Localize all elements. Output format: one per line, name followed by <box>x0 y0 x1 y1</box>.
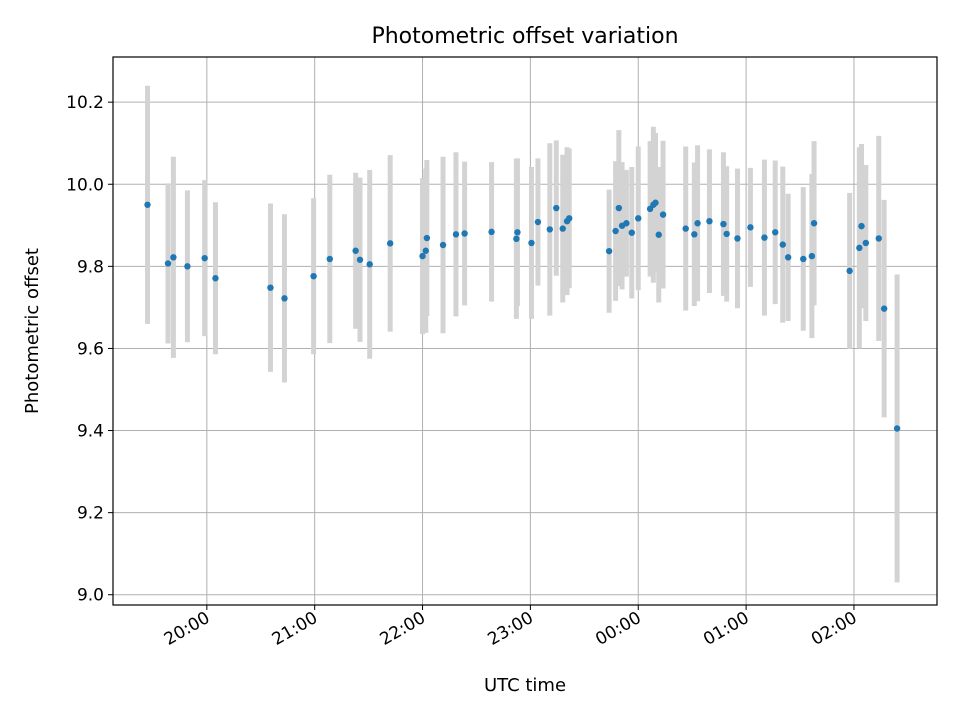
data-point <box>652 199 659 206</box>
data-point <box>846 267 853 275</box>
data-point <box>747 224 754 231</box>
data-point <box>212 275 219 282</box>
data-point <box>655 231 662 238</box>
data-point <box>893 425 901 432</box>
data-point <box>723 230 730 238</box>
y-tick-label: 9.4 <box>77 422 104 442</box>
data-point <box>635 215 642 222</box>
data-point <box>784 254 792 261</box>
data-point <box>682 225 689 232</box>
data-point <box>810 220 818 227</box>
data-point <box>623 220 630 227</box>
data-point <box>326 255 333 263</box>
data-point <box>779 241 786 248</box>
data-point <box>144 201 151 208</box>
data-point <box>659 211 667 218</box>
grid <box>113 57 937 605</box>
data-point <box>628 229 635 236</box>
data-point <box>605 247 613 255</box>
data-point <box>356 256 364 263</box>
y-axis: 9.0 9.2 9.4 9.6 9.8 10.0 10.2 <box>66 93 113 606</box>
data-point <box>691 231 698 238</box>
data-point <box>546 226 554 233</box>
y-tick-label: 10.0 <box>66 175 104 195</box>
data-point <box>170 254 177 261</box>
data-point <box>184 263 191 270</box>
data-point <box>386 240 394 247</box>
y-tick-label: 9.6 <box>77 339 104 359</box>
data-point <box>514 229 521 236</box>
data-point <box>706 217 713 225</box>
data-point <box>461 230 468 237</box>
data-point <box>422 247 429 254</box>
data-point <box>772 229 779 236</box>
data-point <box>488 228 495 236</box>
y-axis-label: Photometric offset <box>22 248 43 414</box>
data-point <box>419 252 426 260</box>
chart-title: Photometric offset variation <box>371 24 678 49</box>
data-point <box>553 204 560 212</box>
data-point <box>201 254 208 262</box>
data-point <box>513 235 520 243</box>
data-point <box>534 218 542 226</box>
data-point <box>856 244 863 252</box>
data-point <box>423 234 431 242</box>
data-point <box>439 241 447 249</box>
data-point <box>267 284 274 291</box>
data-point <box>694 220 701 227</box>
data-point <box>352 247 359 254</box>
y-tick-label: 10.2 <box>66 93 104 113</box>
data-point <box>612 227 619 235</box>
data-point <box>281 295 288 302</box>
data-point <box>862 239 870 247</box>
data-point <box>452 231 460 238</box>
x-axis-label: UTC time <box>484 675 566 696</box>
data-point <box>164 260 172 267</box>
data-point <box>528 239 535 247</box>
plot-frame <box>112 56 938 606</box>
data-point <box>559 225 566 232</box>
data-point <box>800 255 807 263</box>
y-tick-label: 9.0 <box>77 586 104 606</box>
data-point <box>761 234 768 241</box>
data-point <box>880 305 888 312</box>
data-point <box>858 222 865 230</box>
data-points <box>144 199 901 432</box>
data-point <box>720 220 727 228</box>
data-point <box>808 252 816 260</box>
data-point <box>615 204 623 212</box>
data-point <box>566 215 573 222</box>
y-tick-label: 9.8 <box>77 257 104 277</box>
data-point <box>310 273 317 280</box>
y-tick-label: 9.2 <box>77 504 104 524</box>
data-point <box>366 261 373 268</box>
data-point <box>734 235 741 242</box>
data-point <box>875 235 882 242</box>
